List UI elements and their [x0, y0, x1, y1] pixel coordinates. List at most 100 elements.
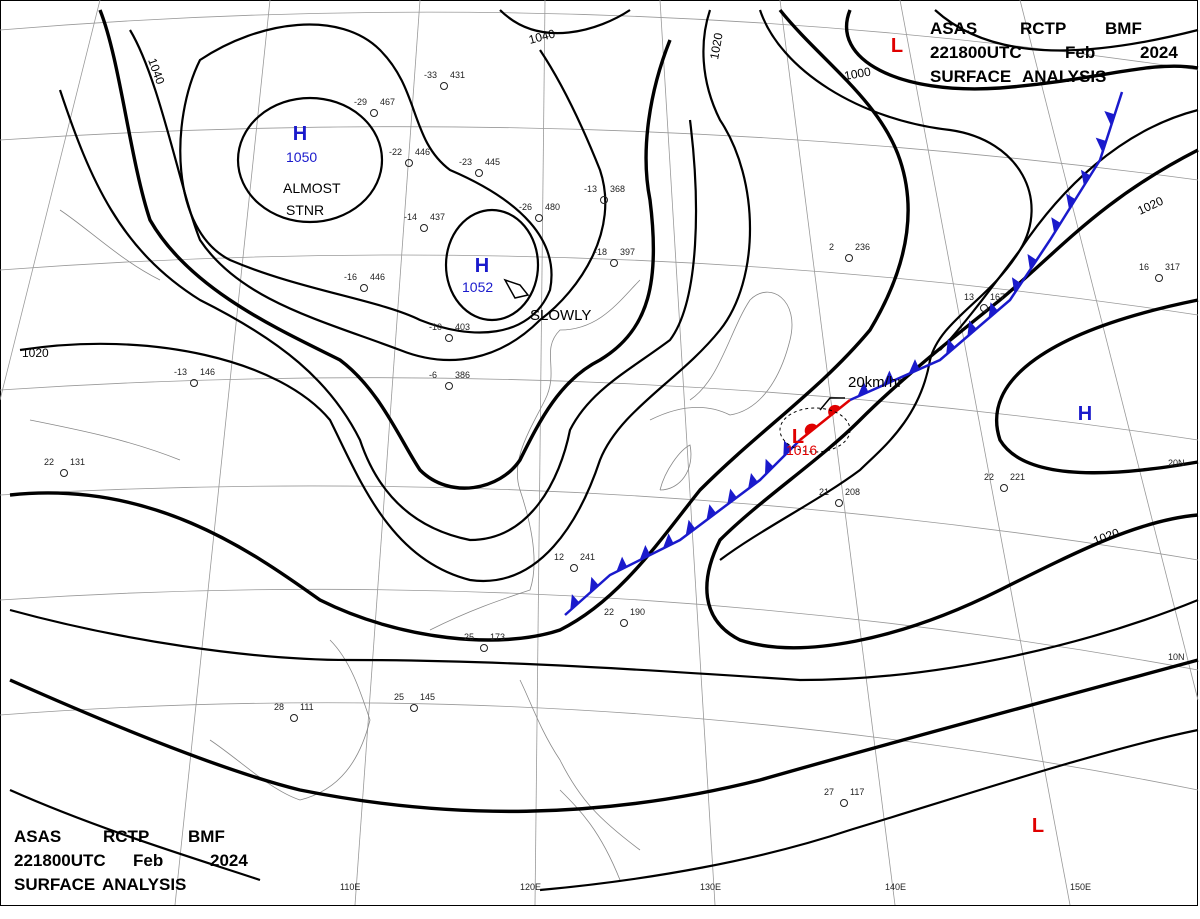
- station-pressure: 445: [485, 157, 500, 167]
- station-temp: 12: [554, 552, 564, 562]
- station-temp: 22: [44, 457, 54, 467]
- isobars: [9, 8, 1199, 892]
- station-temp: -16: [344, 272, 357, 282]
- isobar-label: 1040: [527, 26, 557, 47]
- station-marker: [620, 619, 628, 627]
- station-pressure: 368: [610, 184, 625, 194]
- station-marker: [445, 334, 453, 342]
- header-text: SURFACE: [14, 875, 95, 894]
- cold-front-pip: [639, 545, 651, 561]
- cold-front-pip: [685, 519, 696, 536]
- header-text: ASAS: [14, 827, 61, 846]
- station-pressure: 317: [1165, 262, 1180, 272]
- cold-front-pip: [570, 594, 580, 611]
- cold-front-pip: [882, 370, 894, 386]
- pressure-center: L: [792, 426, 804, 448]
- station-pressure: 190: [630, 607, 645, 617]
- station-marker: [840, 799, 848, 807]
- station-marker: [190, 379, 198, 387]
- cold-front-pip: [1066, 193, 1076, 210]
- station-pressure: 446: [370, 272, 385, 282]
- header-text: RCTP: [1020, 19, 1066, 38]
- station-pressure: 397: [620, 247, 635, 257]
- annotation: ALMOST: [283, 180, 341, 196]
- station-marker: [370, 109, 378, 117]
- cold-front-pip: [1051, 217, 1061, 234]
- station-temp: 13: [964, 292, 974, 302]
- low-ellipse: [779, 407, 851, 453]
- station-temp: 27: [824, 787, 834, 797]
- cold-front-pip: [783, 440, 792, 457]
- station-marker: [835, 499, 843, 507]
- station-marker: [980, 304, 988, 312]
- station-marker: [60, 469, 68, 477]
- station-pressure: 117: [850, 787, 864, 797]
- motion-arrow: [819, 397, 845, 411]
- station-marker: [1155, 274, 1163, 282]
- header-text: 221800UTC: [14, 851, 106, 870]
- station-marker: [1000, 484, 1008, 492]
- station-marker: [480, 644, 488, 652]
- cold-front-pip: [706, 504, 716, 521]
- station-temp: -22: [389, 147, 402, 157]
- cold-front-pip: [589, 576, 599, 594]
- station-pressure: 221: [1010, 472, 1025, 482]
- motion-arrow: [503, 278, 530, 299]
- header-text: RCTP: [103, 827, 149, 846]
- station-temp: 16: [1139, 262, 1149, 272]
- pressure-center: L: [1032, 815, 1044, 837]
- station-temp: 21: [819, 487, 829, 497]
- longitude-label: 110E: [340, 882, 360, 892]
- isobar-label: 1020: [707, 31, 725, 60]
- pressure-center: H: [1078, 403, 1092, 425]
- annotation: SLOWLY: [530, 307, 591, 324]
- station-marker: [570, 564, 578, 572]
- longitude-label: 120E: [520, 882, 541, 892]
- header-text: ANALYSIS: [102, 875, 186, 894]
- station-pressure: 241: [580, 552, 595, 562]
- cold-front-pip: [764, 458, 774, 476]
- station-pressure: 467: [380, 97, 395, 107]
- station-temp: 28: [274, 702, 284, 712]
- header-text: 2024: [1140, 43, 1178, 62]
- station-temp: 25: [394, 692, 404, 702]
- longitude-label: 150E: [1070, 882, 1091, 892]
- station-marker: [290, 714, 298, 722]
- cold-front-pip: [857, 381, 869, 397]
- cold-front-pip: [988, 302, 998, 319]
- isobar-label: 1020: [22, 346, 49, 360]
- coastlines: [29, 209, 793, 881]
- cold-front-pip: [748, 473, 758, 489]
- station-marker: [535, 214, 543, 222]
- header-text: BMF: [1105, 19, 1142, 38]
- header-text: ASAS: [930, 19, 977, 38]
- station-marker: [600, 196, 608, 204]
- header-text: BMF: [188, 827, 225, 846]
- cold-front-pip: [1080, 169, 1091, 186]
- station-pressure: 403: [455, 322, 470, 332]
- station-pressure: 236: [855, 242, 870, 252]
- station-pressure: 208: [845, 487, 860, 497]
- header-text: SURFACE: [930, 67, 1011, 86]
- station-temp: -29: [354, 97, 367, 107]
- station-pressure: 437: [430, 212, 445, 222]
- pressure-value: 1016: [786, 442, 817, 458]
- station-pressure: 111: [300, 702, 314, 712]
- station-temp: -13: [174, 367, 187, 377]
- pressure-center: H: [293, 123, 307, 145]
- station-marker: [410, 704, 418, 712]
- annotation: 20km/hr: [848, 374, 902, 391]
- station-marker: [610, 259, 618, 267]
- station-pressure: 146: [200, 367, 215, 377]
- header-text: ANALYSIS: [1022, 67, 1106, 86]
- station-marker: [445, 382, 453, 390]
- header-text: 2024: [210, 851, 248, 870]
- cold-front-pip: [727, 488, 737, 505]
- cold-front-pip: [967, 320, 977, 337]
- annotation: STNR: [286, 202, 324, 218]
- station-marker: [845, 254, 853, 262]
- station-temp: -33: [424, 70, 437, 80]
- station-marker: [360, 284, 368, 292]
